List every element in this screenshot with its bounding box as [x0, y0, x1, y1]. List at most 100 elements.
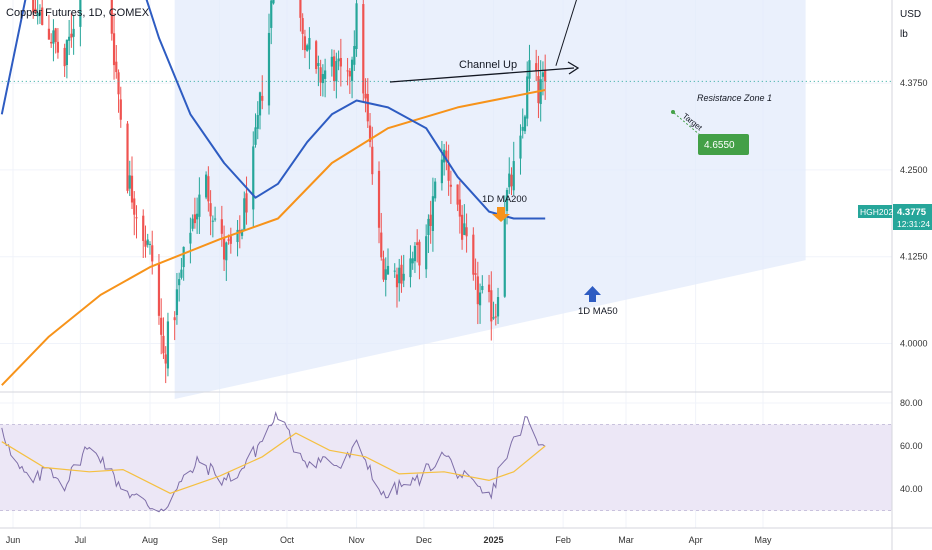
candle-up: [52, 19, 55, 62]
candle-body: [472, 234, 475, 275]
candle-body: [227, 239, 230, 241]
candle-body: [160, 317, 163, 335]
candle-body: [496, 297, 500, 317]
candle-body: [337, 58, 340, 62]
candle-body: [382, 258, 385, 280]
candle-up: [272, 0, 275, 5]
candle-body: [68, 36, 71, 41]
candle-body: [110, 0, 113, 34]
candle-body: [400, 264, 403, 284]
y-tick-label: 4.1250: [900, 252, 928, 262]
candle-down: [315, 39, 318, 74]
candle-up: [521, 108, 524, 139]
candle-down: [32, 0, 35, 19]
candle-body: [299, 0, 302, 18]
y-tick-label: 4.0000: [900, 339, 928, 349]
candle-body: [36, 13, 39, 17]
candle-body: [431, 196, 435, 231]
candle-down: [364, 78, 367, 113]
candle-down: [209, 190, 212, 236]
candle-down: [510, 167, 513, 196]
candle-up: [148, 241, 152, 255]
candle-body: [270, 0, 273, 28]
candle-down: [130, 156, 134, 210]
candle-down: [56, 28, 60, 59]
candle-up: [308, 27, 311, 70]
candle-down: [456, 184, 459, 212]
candle-up: [189, 217, 192, 264]
candle-down: [164, 346, 167, 384]
chart-annotations: [389, 0, 701, 302]
bar-countdown: 12:31:24: [897, 219, 930, 229]
target-value: 4.6550: [704, 140, 735, 151]
candle-up: [146, 233, 149, 248]
candle-down: [382, 250, 385, 282]
candle-down: [368, 113, 372, 148]
candle-body: [362, 4, 365, 94]
candle-body: [65, 39, 68, 66]
unit-label[interactable]: lb: [900, 29, 908, 40]
candle-body: [258, 92, 262, 116]
candle-down: [173, 311, 176, 341]
candle-up: [335, 52, 338, 99]
candle-body: [425, 236, 428, 270]
candle-body: [416, 242, 419, 246]
rsi-tick-label: 60.00: [900, 441, 923, 451]
candle-body: [196, 213, 199, 220]
projection-arrow-line: [555, 0, 577, 66]
candle-down: [41, 0, 44, 26]
candle-down: [474, 258, 477, 290]
candle-down: [461, 205, 464, 250]
candle-up: [411, 251, 414, 270]
x-tick-label: Oct: [280, 535, 295, 545]
candle-down: [144, 225, 147, 258]
candle-down: [535, 49, 538, 82]
candle-down: [429, 200, 432, 244]
candle-up: [205, 171, 208, 200]
candle-body: [386, 265, 390, 275]
candle-up: [496, 287, 500, 324]
currency-label[interactable]: USD: [900, 9, 921, 20]
candle-down: [494, 303, 497, 326]
candle-body: [333, 56, 336, 82]
candle-up: [306, 43, 309, 52]
candle-up: [425, 224, 428, 278]
candle-body: [308, 37, 311, 50]
candle-down: [157, 254, 161, 325]
candle-body: [490, 290, 493, 322]
x-tick-label: 2025: [484, 535, 504, 545]
candle-body: [178, 279, 181, 286]
candle-up: [65, 39, 68, 79]
candle-body: [128, 175, 131, 189]
candle-up: [463, 204, 466, 236]
candle-up: [398, 258, 401, 302]
candle-down: [339, 38, 342, 87]
candle-up: [191, 214, 194, 232]
candle-up: [508, 157, 511, 194]
candle-down: [447, 144, 450, 196]
chart-title: Copper Futures, 1D, COMEX: [6, 7, 150, 19]
candle-body: [135, 217, 138, 219]
candle-up: [175, 272, 179, 325]
x-tick-label: May: [754, 535, 772, 545]
candle-down: [303, 29, 307, 59]
candle-body: [510, 174, 513, 187]
candle-up: [79, 0, 82, 47]
candle-down: [222, 225, 226, 272]
candle-body: [79, 0, 82, 27]
candle-down: [299, 0, 302, 32]
candle-body: [205, 174, 208, 198]
candle-body: [63, 47, 66, 67]
y-tick-label: 4.3750: [900, 78, 928, 88]
candle-body: [115, 61, 118, 73]
candle-down: [229, 227, 232, 254]
candle-up: [434, 178, 437, 202]
candle-body: [447, 164, 450, 181]
candle-body: [301, 18, 304, 34]
candle-body: [398, 267, 401, 284]
rsi-band: [0, 424, 892, 511]
candle-body: [198, 194, 201, 217]
candle-body: [474, 273, 477, 275]
candle-up: [384, 257, 387, 297]
